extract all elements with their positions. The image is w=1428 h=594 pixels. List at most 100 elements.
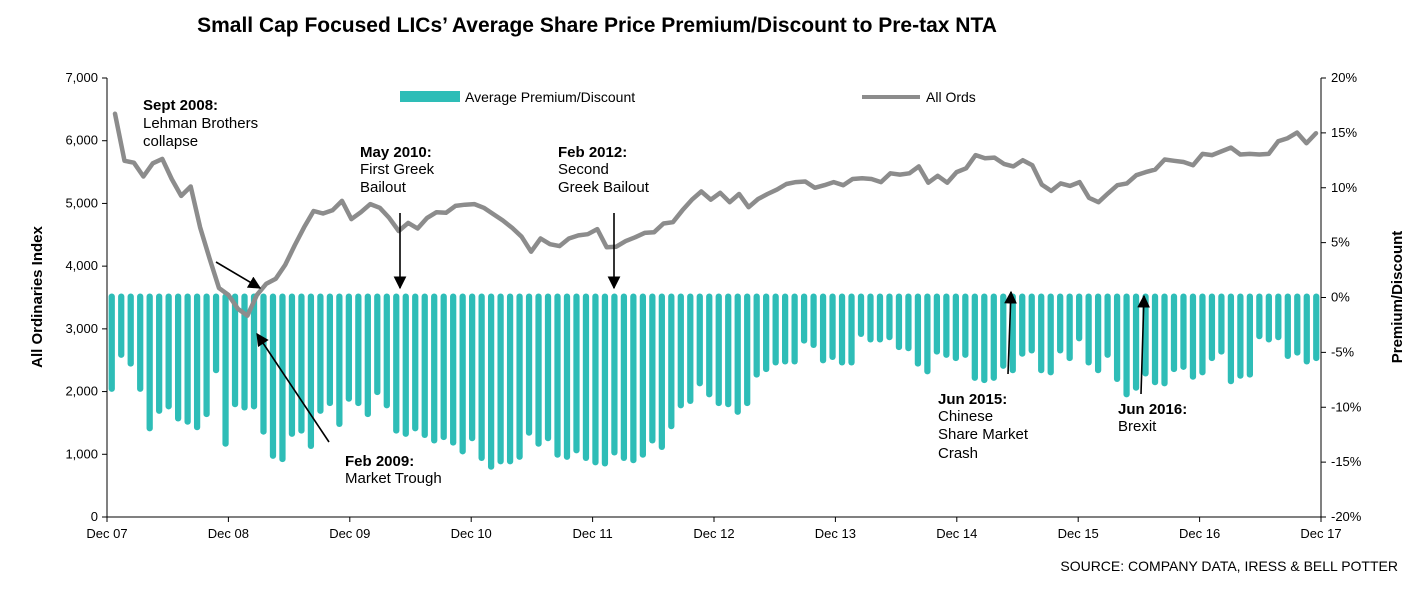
premium-bar [231, 293, 239, 408]
premium-bar [573, 293, 580, 454]
premium-bar [544, 293, 552, 442]
premium-bar [782, 293, 789, 365]
premium-bar [487, 293, 495, 470]
x-tick-label: Dec 17 [1300, 526, 1341, 541]
right-tick-label: -20% [1331, 509, 1362, 524]
annotation-sept-2008: Sept 2008: Lehman Brothers collapse [143, 97, 262, 289]
premium-bar [450, 293, 457, 446]
premium-bar [137, 293, 144, 392]
premium-bar [307, 293, 315, 449]
left-tick-label: 3,000 [65, 321, 98, 336]
x-tick-label: Dec 08 [208, 526, 249, 541]
chart-title: Small Cap Focused LICs’ Average Share Pr… [197, 14, 997, 37]
x-tick-label: Dec 15 [1058, 526, 1099, 541]
annotation-jun-2015-line1: Chinese [938, 408, 993, 425]
left-tick-label: 6,000 [65, 133, 98, 148]
premium-bar [1104, 293, 1111, 358]
premium-bar [393, 293, 400, 434]
premium-bar [421, 293, 428, 438]
premium-bar [1028, 293, 1035, 354]
premium-bar [317, 293, 324, 414]
annotation-may-2010-line2: Bailout [360, 179, 407, 196]
premium-bar [1294, 293, 1301, 356]
premium-bar [1047, 293, 1054, 376]
right-tick-label: 15% [1331, 125, 1357, 140]
annotation-feb-2012-line2: Greek Bailout [558, 179, 650, 196]
premium-bar [933, 293, 941, 355]
premium-bar [696, 293, 703, 387]
premium-bar [478, 293, 485, 462]
all-ords-line [112, 111, 1319, 318]
premium-bar [876, 293, 884, 343]
premium-bar [383, 293, 390, 409]
premium-bar [1057, 293, 1064, 354]
premium-bar [1275, 293, 1282, 341]
right-tick-label: -5% [1331, 344, 1355, 359]
premium-bar [469, 293, 476, 442]
premium-bar [867, 293, 874, 343]
premium-bar [412, 293, 419, 432]
premium-bar [1218, 293, 1225, 355]
premium-bar [525, 293, 533, 436]
premium-bar [895, 293, 903, 351]
premium-bar [345, 293, 352, 402]
premium-bar [800, 293, 808, 344]
premium-bar [658, 293, 665, 451]
premium-bar [1161, 293, 1168, 387]
premium-bar [118, 293, 125, 358]
premium-bar [212, 293, 220, 374]
premium-bar [175, 293, 182, 422]
x-tick-label: Dec 14 [936, 526, 977, 541]
premium-bar [744, 293, 751, 407]
premium-bar [1123, 293, 1130, 398]
premium-bar [288, 293, 296, 437]
arrow-jun-2016 [1137, 294, 1151, 395]
annotation-feb-2009-line1: Market Trough [345, 470, 442, 487]
left-tick-label: 7,000 [65, 70, 98, 85]
premium-bar [952, 293, 959, 362]
x-tick-label: Dec 11 [572, 526, 612, 541]
premium-bar [326, 293, 334, 407]
legend-bar-label: Average Premium/Discount [465, 89, 635, 105]
premium-bar [1038, 293, 1045, 374]
annotation-jun-2016-line1: Brexit [1118, 418, 1157, 435]
premium-bar [791, 293, 798, 365]
source-note: SOURCE: COMPANY DATA, IRESS & BELL POTTE… [1060, 558, 1398, 574]
premium-bar [1199, 293, 1206, 376]
premium-bar [1237, 293, 1244, 379]
left-tick-label: 1,000 [65, 446, 98, 461]
premium-bar [355, 293, 362, 407]
premium-bar [1208, 293, 1216, 362]
premium-bar [1313, 293, 1320, 362]
annotation-jun-2015: Jun 2015: Chinese Share Market Crash [938, 290, 1029, 462]
premium-bar [364, 293, 371, 418]
premium-bars [108, 293, 1320, 470]
premium-bar [554, 293, 561, 458]
premium-bar [269, 293, 277, 459]
premium-bar [1085, 293, 1092, 366]
premium-bar [763, 293, 770, 373]
premium-bar [630, 293, 637, 464]
premium-bar [772, 293, 779, 366]
premium-bar [1019, 293, 1026, 357]
premium-bar [592, 293, 599, 466]
annotation-jun-2016-date: Jun 2016: [1118, 401, 1187, 418]
premium-bar [819, 293, 827, 364]
premium-bar [962, 293, 969, 358]
premium-bar [459, 293, 466, 455]
x-tick-label: Dec 12 [693, 526, 734, 541]
premium-bar [1227, 293, 1235, 385]
premium-bar [193, 293, 201, 431]
premium-bar [156, 293, 163, 414]
annotation-may-2010-date: May 2010: [360, 144, 432, 161]
premium-bar [298, 293, 305, 434]
premium-bar [516, 293, 523, 460]
x-tick-label: Dec 07 [86, 526, 127, 541]
premium-bar [582, 293, 590, 462]
premium-bar [563, 293, 571, 460]
annotation-feb-2012-line1: Second [558, 161, 609, 178]
premium-bar [611, 293, 618, 456]
premium-bar [924, 293, 931, 375]
x-tick-label: Dec 16 [1179, 526, 1220, 541]
annotation-jun-2015-line2: Share Market [938, 426, 1029, 443]
